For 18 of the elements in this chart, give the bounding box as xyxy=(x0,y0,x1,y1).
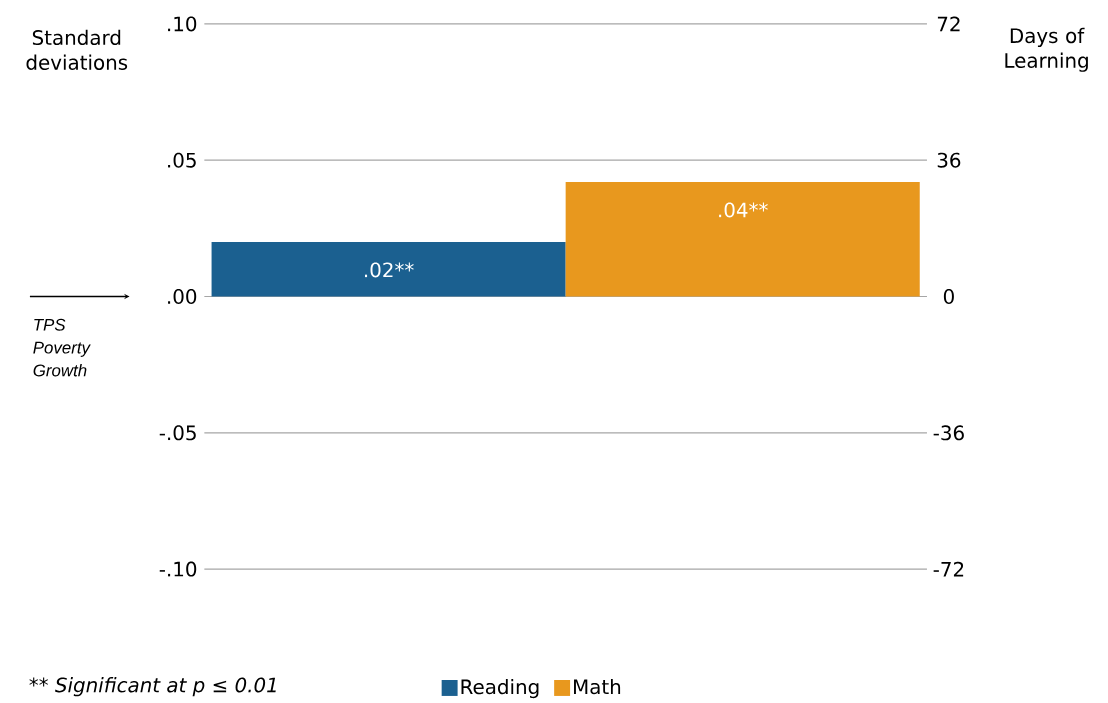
y2-tick-label: -36 xyxy=(933,425,964,441)
y-tick-label: .10 xyxy=(168,16,197,32)
y-tick-label: -.05 xyxy=(159,425,196,441)
y-tick-label: -.10 xyxy=(159,561,197,577)
y2-tick-label: -72 xyxy=(933,561,964,577)
legend-label: Reading xyxy=(461,678,539,699)
text: TPS Poverty Growth xyxy=(33,318,91,377)
legend-label: Math xyxy=(574,678,621,695)
y2-tick-label: 36 xyxy=(937,152,961,168)
y-tick-label: .00 xyxy=(168,289,197,305)
data-label: .02** xyxy=(365,262,414,278)
data-label: .04** xyxy=(719,202,768,218)
text: ** Significant at p ≤ 0.01 xyxy=(29,677,276,697)
y2-axis-title: Days of Learning xyxy=(1005,27,1088,72)
y-axis-title: Standard deviations xyxy=(26,29,128,70)
y2-tick-label: 0 xyxy=(943,289,954,305)
y2-tick-label: 72 xyxy=(937,16,960,32)
y-tick-label: .05 xyxy=(168,152,196,168)
